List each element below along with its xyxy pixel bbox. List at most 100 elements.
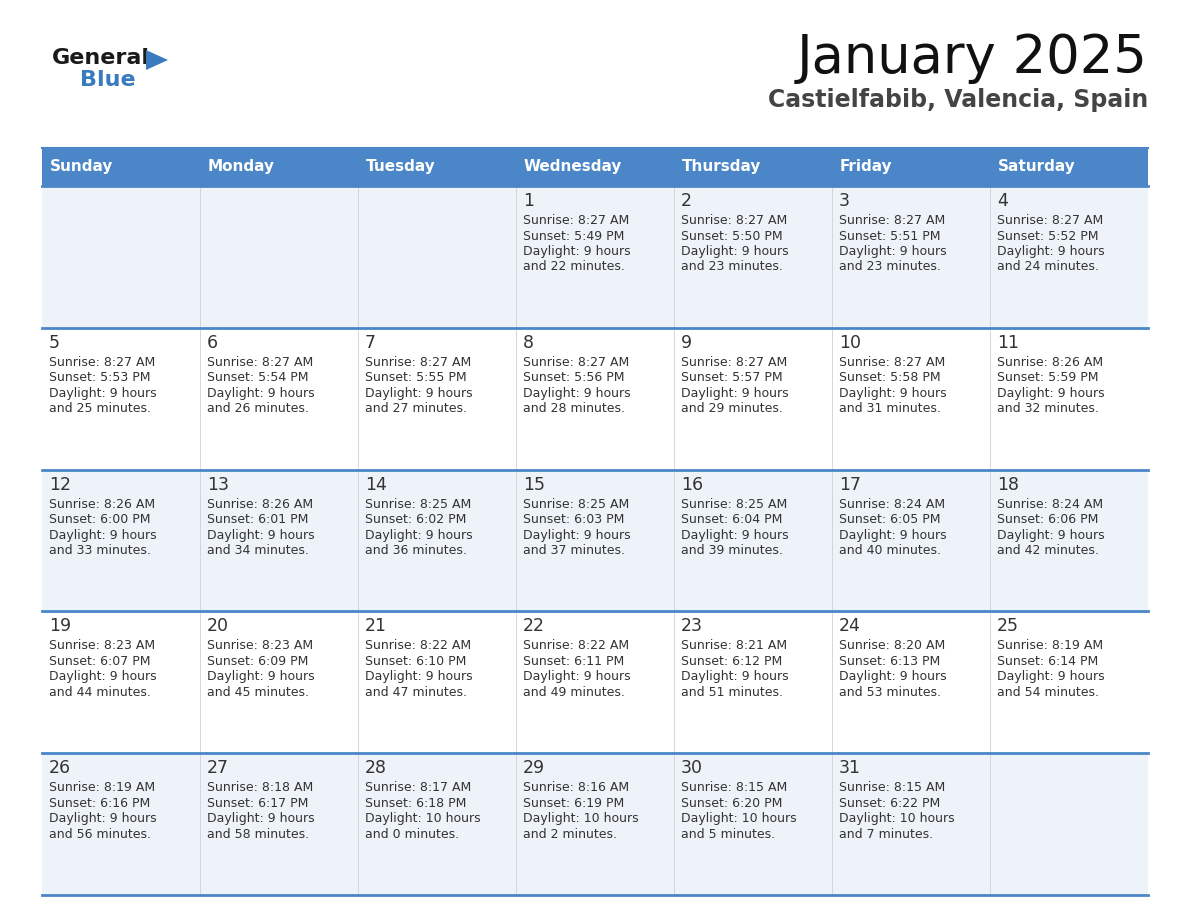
Text: 19: 19 bbox=[49, 618, 71, 635]
Text: and 39 minutes.: and 39 minutes. bbox=[681, 544, 783, 557]
Text: 25: 25 bbox=[997, 618, 1019, 635]
Text: Sunrise: 8:26 AM: Sunrise: 8:26 AM bbox=[207, 498, 314, 510]
Text: Sunday: Sunday bbox=[50, 160, 113, 174]
Bar bbox=[200, 148, 358, 186]
Text: and 40 minutes.: and 40 minutes. bbox=[839, 544, 941, 557]
Bar bbox=[516, 611, 674, 753]
Bar bbox=[358, 186, 516, 328]
Text: January 2025: January 2025 bbox=[797, 32, 1148, 84]
Text: Daylight: 9 hours: Daylight: 9 hours bbox=[839, 245, 947, 258]
Bar bbox=[42, 470, 200, 611]
Text: Sunset: 6:12 PM: Sunset: 6:12 PM bbox=[681, 655, 782, 668]
Text: 10: 10 bbox=[839, 334, 861, 352]
Text: and 24 minutes.: and 24 minutes. bbox=[997, 261, 1099, 274]
Text: and 44 minutes.: and 44 minutes. bbox=[49, 686, 151, 699]
Text: 26: 26 bbox=[49, 759, 71, 778]
Bar bbox=[832, 753, 990, 895]
Text: Sunrise: 8:26 AM: Sunrise: 8:26 AM bbox=[997, 356, 1104, 369]
Text: Sunset: 6:18 PM: Sunset: 6:18 PM bbox=[365, 797, 467, 810]
Text: Sunrise: 8:26 AM: Sunrise: 8:26 AM bbox=[49, 498, 156, 510]
Text: and 37 minutes.: and 37 minutes. bbox=[523, 544, 625, 557]
Text: Daylight: 9 hours: Daylight: 9 hours bbox=[997, 245, 1105, 258]
Text: Sunset: 6:14 PM: Sunset: 6:14 PM bbox=[997, 655, 1098, 668]
Text: Sunrise: 8:18 AM: Sunrise: 8:18 AM bbox=[207, 781, 314, 794]
Text: and 54 minutes.: and 54 minutes. bbox=[997, 686, 1099, 699]
Text: Castielfabib, Valencia, Spain: Castielfabib, Valencia, Spain bbox=[767, 88, 1148, 112]
Text: 21: 21 bbox=[365, 618, 387, 635]
Text: Daylight: 9 hours: Daylight: 9 hours bbox=[365, 670, 473, 683]
Bar bbox=[42, 753, 200, 895]
Text: Sunrise: 8:25 AM: Sunrise: 8:25 AM bbox=[523, 498, 630, 510]
Text: Sunset: 6:13 PM: Sunset: 6:13 PM bbox=[839, 655, 940, 668]
Text: Daylight: 9 hours: Daylight: 9 hours bbox=[839, 529, 947, 542]
Bar bbox=[990, 148, 1148, 186]
Text: 31: 31 bbox=[839, 759, 861, 778]
Bar bbox=[200, 753, 358, 895]
Bar bbox=[358, 328, 516, 470]
Text: Sunset: 5:53 PM: Sunset: 5:53 PM bbox=[49, 371, 151, 385]
Text: 9: 9 bbox=[681, 334, 693, 352]
Text: 30: 30 bbox=[681, 759, 703, 778]
Bar bbox=[832, 186, 990, 328]
Text: Sunrise: 8:27 AM: Sunrise: 8:27 AM bbox=[839, 214, 946, 227]
Text: Sunrise: 8:17 AM: Sunrise: 8:17 AM bbox=[365, 781, 472, 794]
Bar bbox=[42, 611, 200, 753]
Text: Daylight: 9 hours: Daylight: 9 hours bbox=[365, 529, 473, 542]
Text: Thursday: Thursday bbox=[682, 160, 762, 174]
Text: General: General bbox=[52, 48, 150, 68]
Text: and 5 minutes.: and 5 minutes. bbox=[681, 828, 775, 841]
Text: and 33 minutes.: and 33 minutes. bbox=[49, 544, 151, 557]
Text: Daylight: 9 hours: Daylight: 9 hours bbox=[681, 529, 789, 542]
Text: 5: 5 bbox=[49, 334, 61, 352]
Text: Sunrise: 8:23 AM: Sunrise: 8:23 AM bbox=[207, 640, 314, 653]
Text: Saturday: Saturday bbox=[998, 160, 1076, 174]
Text: 3: 3 bbox=[839, 192, 849, 210]
Bar bbox=[516, 328, 674, 470]
Text: Sunrise: 8:15 AM: Sunrise: 8:15 AM bbox=[839, 781, 946, 794]
Text: 24: 24 bbox=[839, 618, 861, 635]
Text: and 29 minutes.: and 29 minutes. bbox=[681, 402, 783, 415]
Text: Daylight: 9 hours: Daylight: 9 hours bbox=[523, 529, 631, 542]
Text: Sunset: 6:20 PM: Sunset: 6:20 PM bbox=[681, 797, 783, 810]
Text: Sunrise: 8:27 AM: Sunrise: 8:27 AM bbox=[681, 356, 788, 369]
Bar bbox=[358, 148, 516, 186]
Text: Sunrise: 8:20 AM: Sunrise: 8:20 AM bbox=[839, 640, 946, 653]
Text: Sunset: 6:06 PM: Sunset: 6:06 PM bbox=[997, 513, 1099, 526]
Text: Daylight: 9 hours: Daylight: 9 hours bbox=[997, 529, 1105, 542]
Text: Daylight: 9 hours: Daylight: 9 hours bbox=[839, 386, 947, 400]
Text: Sunset: 5:49 PM: Sunset: 5:49 PM bbox=[523, 230, 625, 242]
Text: 15: 15 bbox=[523, 476, 545, 494]
Bar bbox=[832, 470, 990, 611]
Polygon shape bbox=[146, 50, 168, 70]
Text: 6: 6 bbox=[207, 334, 219, 352]
Text: Daylight: 9 hours: Daylight: 9 hours bbox=[997, 386, 1105, 400]
Bar bbox=[674, 470, 832, 611]
Text: Sunset: 6:03 PM: Sunset: 6:03 PM bbox=[523, 513, 625, 526]
Text: Daylight: 10 hours: Daylight: 10 hours bbox=[365, 812, 481, 825]
Text: and 49 minutes.: and 49 minutes. bbox=[523, 686, 625, 699]
Text: Sunset: 5:50 PM: Sunset: 5:50 PM bbox=[681, 230, 783, 242]
Text: Daylight: 10 hours: Daylight: 10 hours bbox=[839, 812, 955, 825]
Text: Daylight: 9 hours: Daylight: 9 hours bbox=[49, 386, 157, 400]
Text: 17: 17 bbox=[839, 476, 861, 494]
Text: Sunset: 6:17 PM: Sunset: 6:17 PM bbox=[207, 797, 309, 810]
Text: Sunrise: 8:22 AM: Sunrise: 8:22 AM bbox=[523, 640, 630, 653]
Text: Sunrise: 8:27 AM: Sunrise: 8:27 AM bbox=[681, 214, 788, 227]
Text: Wednesday: Wednesday bbox=[524, 160, 623, 174]
Text: 22: 22 bbox=[523, 618, 545, 635]
Text: and 34 minutes.: and 34 minutes. bbox=[207, 544, 309, 557]
Text: 11: 11 bbox=[997, 334, 1019, 352]
Text: Sunrise: 8:27 AM: Sunrise: 8:27 AM bbox=[997, 214, 1104, 227]
Text: Sunset: 6:07 PM: Sunset: 6:07 PM bbox=[49, 655, 151, 668]
Text: and 42 minutes.: and 42 minutes. bbox=[997, 544, 1099, 557]
Text: Daylight: 9 hours: Daylight: 9 hours bbox=[997, 670, 1105, 683]
Text: Sunrise: 8:19 AM: Sunrise: 8:19 AM bbox=[997, 640, 1104, 653]
Text: Sunrise: 8:23 AM: Sunrise: 8:23 AM bbox=[49, 640, 156, 653]
Bar bbox=[516, 148, 674, 186]
Text: 8: 8 bbox=[523, 334, 533, 352]
Text: Sunset: 6:04 PM: Sunset: 6:04 PM bbox=[681, 513, 783, 526]
Text: and 58 minutes.: and 58 minutes. bbox=[207, 828, 309, 841]
Text: Sunrise: 8:16 AM: Sunrise: 8:16 AM bbox=[523, 781, 630, 794]
Bar bbox=[200, 186, 358, 328]
Bar bbox=[832, 328, 990, 470]
